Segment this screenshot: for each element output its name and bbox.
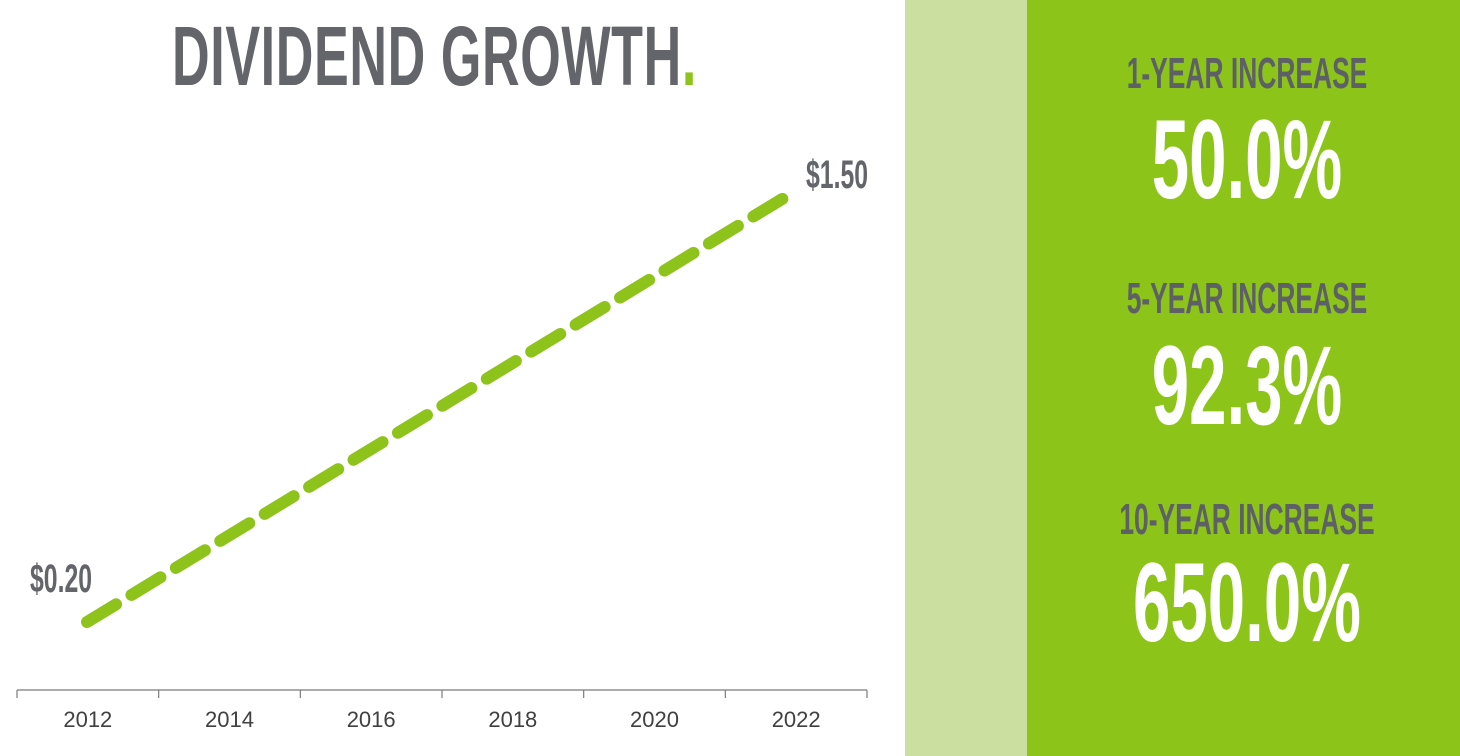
decorative-band (905, 0, 1027, 756)
data-label-end: $1.50 (806, 153, 868, 197)
page-title: DIVIDEND GROWTH. (172, 14, 697, 98)
stat-label-10-year: 10-YEAR INCREASE (1119, 495, 1375, 544)
x-tick-label: 2018 (488, 707, 537, 732)
x-tick-label: 2016 (347, 707, 396, 732)
x-tick-label: 2014 (205, 707, 254, 732)
dividend-line-chart: 2012 2014 2016 2018 2020 2022 $0.20 $1.50 (16, 153, 868, 732)
stat-label-1-year: 1-YEAR INCREASE (1126, 49, 1368, 98)
title-text: DIVIDEND GROWTH (172, 9, 682, 103)
dividend-series-line (81, 190, 793, 628)
stats-panel: 1-YEAR INCREASE 50.0% 5-YEAR INCREASE 92… (1027, 0, 1460, 756)
data-label-start: $0.20 (30, 557, 92, 601)
stat-value-10-year: 650.0% (1133, 540, 1361, 665)
x-tick-label: 2020 (630, 707, 679, 732)
x-tick-label: 2022 (772, 707, 821, 732)
stat-value-1-year: 50.0% (1151, 97, 1343, 222)
title-dot: . (681, 9, 697, 103)
stat-value-5-year: 92.3% (1151, 323, 1343, 448)
stat-label-5-year: 5-YEAR INCREASE (1126, 274, 1368, 323)
x-tick-label: 2012 (63, 707, 112, 732)
